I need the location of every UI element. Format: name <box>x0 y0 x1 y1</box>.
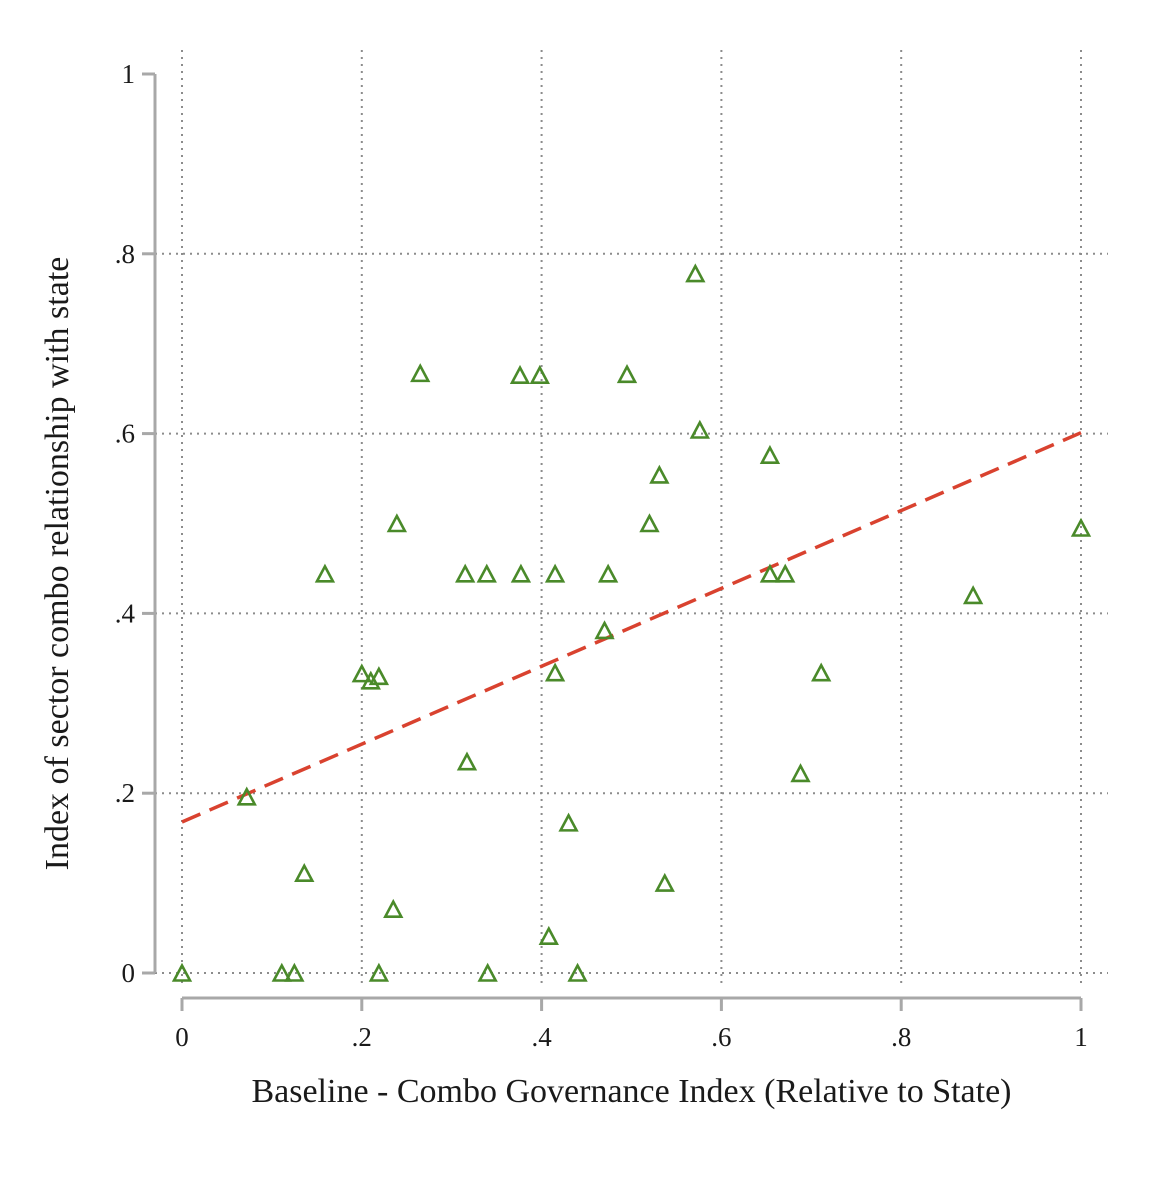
scatter-point <box>616 364 638 384</box>
scatter-point <box>759 444 781 464</box>
y-tick-label: .2 <box>115 778 135 808</box>
y-tick-label: 0 <box>122 958 136 988</box>
y-axis-title: Index of sector combo relationship with … <box>39 257 76 871</box>
x-tick-label: .4 <box>531 1022 552 1052</box>
scatter-point <box>544 563 566 583</box>
scatter-point <box>529 364 550 384</box>
scatter-point <box>236 786 257 806</box>
scatter-point <box>271 962 292 982</box>
scatter-point <box>368 666 390 686</box>
x-tick-label: 1 <box>1074 1022 1088 1052</box>
scatter-point <box>410 363 431 383</box>
scatter-point <box>538 925 559 945</box>
scatter-point <box>689 419 710 439</box>
scatter-point <box>383 898 404 918</box>
scatter-point <box>685 263 706 283</box>
scatter-point <box>544 662 566 682</box>
fit-line-group <box>181 431 1082 824</box>
scatter-point <box>654 872 675 892</box>
gridlines <box>155 50 1108 985</box>
scatter-point <box>368 962 390 982</box>
y-tick-label: .4 <box>115 598 136 628</box>
fit-line <box>181 431 1082 824</box>
scatter-point <box>509 364 531 384</box>
x-tick-label: 0 <box>175 1022 189 1052</box>
y-tick-label: .8 <box>115 239 135 269</box>
scatter-point <box>639 513 660 533</box>
scatter-point <box>775 563 796 583</box>
x-tick-label: .6 <box>711 1022 731 1052</box>
x-tick-label: .2 <box>352 1022 372 1052</box>
scatter-point <box>1070 517 1092 537</box>
scatter-point <box>294 862 315 883</box>
scatter-point <box>510 563 532 583</box>
axes: 0 .2 .4 .6 .8 1 0 .2 .4 .6 .8 1 <box>115 59 1088 1052</box>
scatter-point <box>962 585 984 605</box>
scatter-point <box>594 620 615 640</box>
scatter-point <box>456 751 478 771</box>
scatter-point <box>811 662 832 682</box>
scatter-point <box>790 763 811 783</box>
data-points <box>171 263 1092 982</box>
y-tick-label: .6 <box>115 419 135 449</box>
scatter-point <box>351 663 372 683</box>
scatter-point <box>171 962 193 982</box>
scatter-point <box>567 962 588 982</box>
scatter-point <box>314 563 336 583</box>
scatter-point <box>476 563 497 583</box>
scatter-point <box>477 962 498 982</box>
scatter-point <box>759 563 781 583</box>
scatter-point <box>558 812 579 832</box>
scatter-point <box>649 464 670 484</box>
scatter-point <box>386 513 408 533</box>
x-tick-label: .8 <box>891 1022 911 1052</box>
x-axis-title: Baseline - Combo Governance Index (Relat… <box>251 1073 1011 1110</box>
scatter-point <box>597 563 619 583</box>
y-tick-label: 1 <box>122 59 136 89</box>
scatter-point <box>455 563 476 583</box>
scatter-point <box>360 670 381 690</box>
scatter-point <box>284 962 305 982</box>
